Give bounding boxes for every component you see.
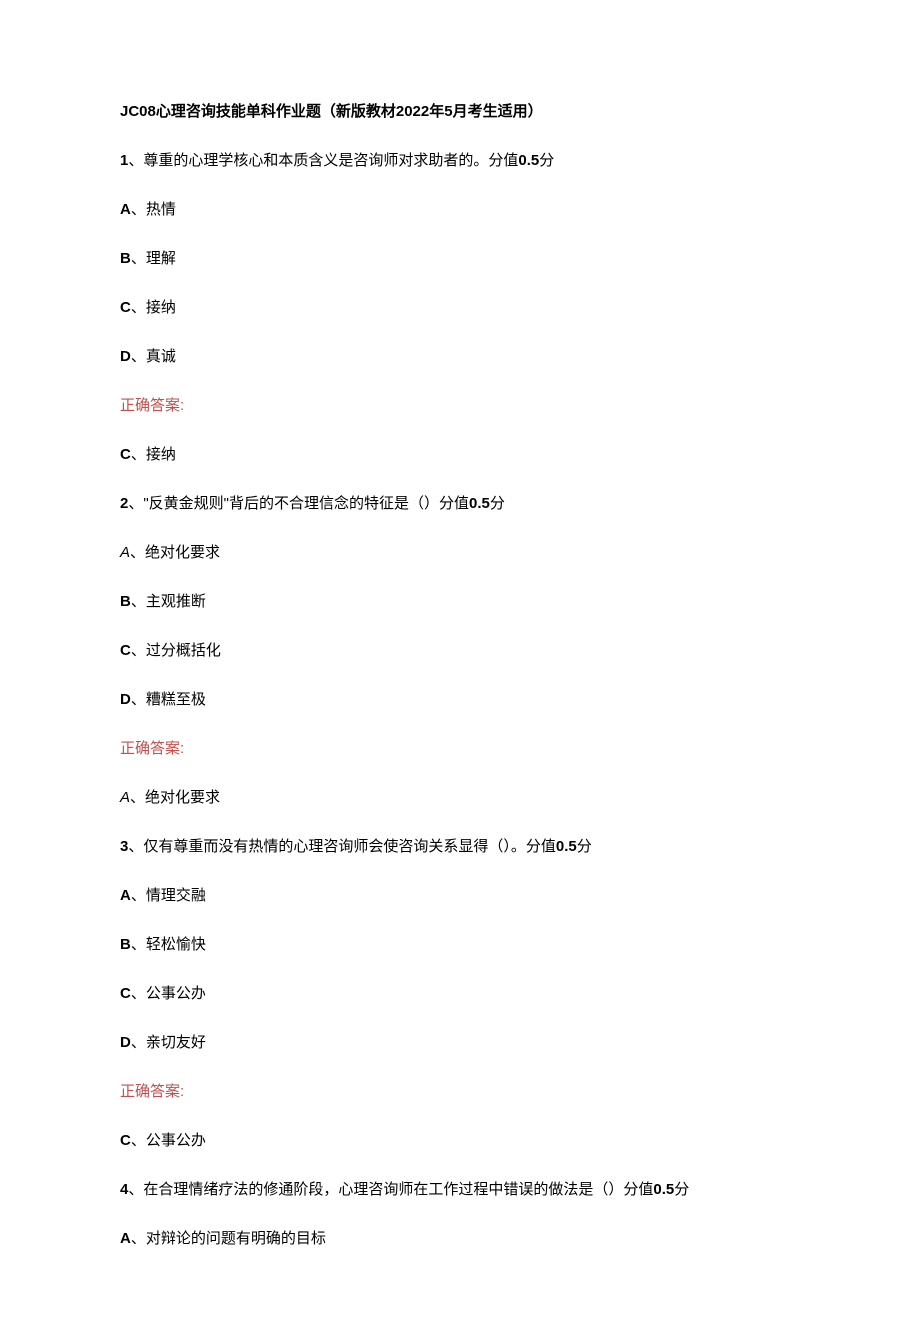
option: D、亲切友好	[120, 1031, 800, 1052]
option-letter: B	[120, 250, 131, 267]
option-text: 、糟糕至极	[131, 691, 206, 708]
option-text: 、过分概括化	[131, 642, 221, 659]
question-body: 、尊重的心理学核心和本质含义是咨询师对求助者的。分值	[128, 152, 518, 169]
question-body: 、"反黄金规则"背后的不合理信念的特征是（）分值	[128, 495, 469, 512]
question-score-suffix: 分	[577, 838, 592, 855]
option-text: 、接纳	[131, 299, 176, 316]
question-score-suffix: 分	[490, 495, 505, 512]
option-letter: B	[120, 936, 131, 953]
option-letter: D	[120, 348, 131, 365]
option: D、真诚	[120, 345, 800, 366]
question-score: 0.5	[469, 495, 490, 512]
option-letter: A	[120, 544, 130, 561]
option: B、理解	[120, 247, 800, 268]
option: A、对辩论的问题有明确的目标	[120, 1227, 800, 1248]
option-text: 、理解	[131, 250, 176, 267]
option-letter: A	[120, 887, 131, 904]
question-score: 0.5	[556, 838, 577, 855]
answer-label: 正确答案:	[120, 737, 800, 758]
option-letter: A	[120, 201, 131, 218]
answer-letter: A	[120, 789, 130, 806]
option-letter: D	[120, 1034, 131, 1051]
option-letter: C	[120, 642, 131, 659]
option: A、绝对化要求	[120, 541, 800, 562]
answer-text: 、绝对化要求	[130, 789, 220, 806]
option-letter: C	[120, 985, 131, 1002]
question-score-suffix: 分	[539, 152, 554, 169]
option-letter: D	[120, 691, 131, 708]
question-score-suffix: 分	[674, 1181, 689, 1198]
option: A、情理交融	[120, 884, 800, 905]
question-score: 0.5	[518, 152, 539, 169]
answer-letter: C	[120, 446, 131, 463]
option-text: 、亲切友好	[131, 1034, 206, 1051]
answer: C、接纳	[120, 443, 800, 464]
question-score: 0.5	[653, 1181, 674, 1198]
answer-text: 、接纳	[131, 446, 176, 463]
answer: A、绝对化要求	[120, 786, 800, 807]
option-text: 、主观推断	[131, 593, 206, 610]
answer: C、公事公办	[120, 1129, 800, 1150]
option-text: 、对辩论的问题有明确的目标	[131, 1230, 326, 1247]
option: B、主观推断	[120, 590, 800, 611]
questions-container: 1、尊重的心理学核心和本质含义是咨询师对求助者的。分值0.5分A、热情B、理解C…	[120, 149, 800, 1248]
answer-label: 正确答案:	[120, 394, 800, 415]
option-text: 、热情	[131, 201, 176, 218]
question-body: 、在合理情绪疗法的修通阶段，心理咨询师在工作过程中错误的做法是（）分值	[128, 1181, 653, 1198]
option-text: 、情理交融	[131, 887, 206, 904]
question-text: 4、在合理情绪疗法的修通阶段，心理咨询师在工作过程中错误的做法是（）分值0.5分	[120, 1178, 800, 1199]
option: D、糟糕至极	[120, 688, 800, 709]
option-letter: A	[120, 1230, 131, 1247]
answer-label: 正确答案:	[120, 1080, 800, 1101]
option-letter: C	[120, 299, 131, 316]
option-text: 、绝对化要求	[130, 544, 220, 561]
question-text: 2、"反黄金规则"背后的不合理信念的特征是（）分值0.5分	[120, 492, 800, 513]
option: A、热情	[120, 198, 800, 219]
question-text: 3、仅有尊重而没有热情的心理咨询师会使咨询关系显得（）。分值0.5分	[120, 835, 800, 856]
option: C、公事公办	[120, 982, 800, 1003]
option: B、轻松愉快	[120, 933, 800, 954]
option: C、接纳	[120, 296, 800, 317]
option-text: 、公事公办	[131, 985, 206, 1002]
question-text: 1、尊重的心理学核心和本质含义是咨询师对求助者的。分值0.5分	[120, 149, 800, 170]
option-letter: B	[120, 593, 131, 610]
answer-letter: C	[120, 1132, 131, 1149]
option: C、过分概括化	[120, 639, 800, 660]
page-title: JC08心理咨询技能单科作业题（新版教材2022年5月考生适用）	[120, 100, 800, 121]
question-body: 、仅有尊重而没有热情的心理咨询师会使咨询关系显得（）。分值	[128, 838, 556, 855]
option-text: 、真诚	[131, 348, 176, 365]
answer-text: 、公事公办	[131, 1132, 206, 1149]
option-text: 、轻松愉快	[131, 936, 206, 953]
